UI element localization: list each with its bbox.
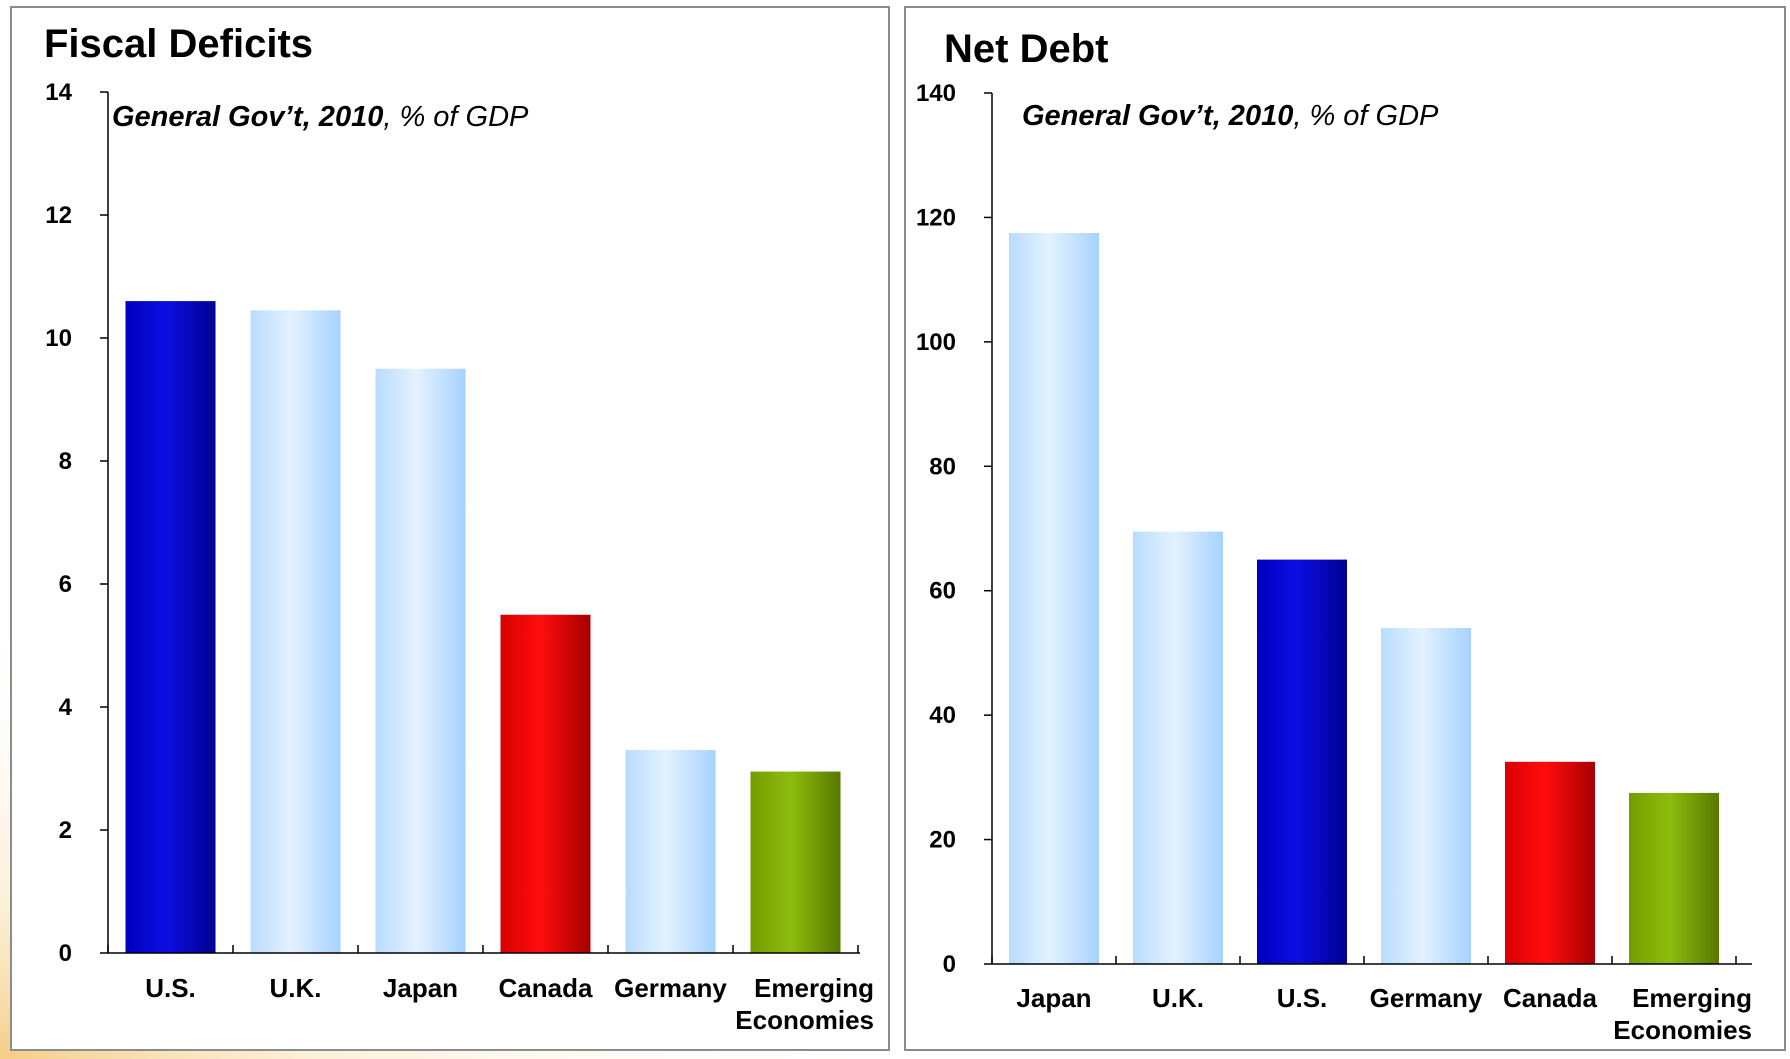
x-category-label: Germany bbox=[614, 973, 727, 1003]
y-tick-label: 80 bbox=[929, 453, 956, 480]
y-tick-label: 8 bbox=[59, 448, 72, 475]
x-category-label: Canada bbox=[1503, 983, 1597, 1013]
bar-japan bbox=[375, 368, 466, 953]
chart-subtitle: General Gov’t, 2010, % of GDP bbox=[1022, 100, 1438, 133]
bar-emerging-economies bbox=[1629, 792, 1719, 964]
bar-u-s bbox=[125, 301, 216, 954]
chart-title: Fiscal Deficits bbox=[44, 22, 314, 66]
bar-emerging-economies bbox=[750, 771, 841, 953]
x-category-label: Germany bbox=[1370, 983, 1483, 1013]
chart-title: Net Debt bbox=[944, 27, 1109, 71]
y-tick-label: 120 bbox=[916, 204, 956, 231]
bar-canada bbox=[500, 614, 591, 953]
y-tick-label: 12 bbox=[45, 202, 72, 229]
chart-subtitle: General Gov’t, 2010, % of GDP bbox=[112, 101, 528, 134]
net-debt-panel: 0 20 40 60 80 100 120 140 Japan U.K. U.S. Germany Ca… bbox=[904, 6, 1786, 1051]
chart-subtitle-bold: General Gov’t, 2010 bbox=[1022, 100, 1294, 132]
chart-subtitle-rest: , % of GDP bbox=[1293, 100, 1439, 132]
bar-u-k bbox=[1133, 531, 1223, 964]
x-category-label: Japan bbox=[1016, 983, 1091, 1013]
x-category-label: U.S. bbox=[1277, 983, 1328, 1013]
chart-subtitle-rest: , % of GDP bbox=[383, 101, 529, 133]
y-tick-label: 2 bbox=[59, 817, 72, 844]
x-category-label: U.K. bbox=[1152, 983, 1204, 1013]
y-tick-label: 0 bbox=[59, 940, 72, 967]
bar-japan bbox=[1009, 232, 1099, 964]
y-tick-label: 10 bbox=[45, 325, 72, 352]
y-tick-label: 14 bbox=[45, 79, 72, 106]
y-tick-label: 60 bbox=[929, 578, 956, 605]
y-tick-label: 20 bbox=[929, 827, 956, 854]
y-tick-label: 100 bbox=[916, 329, 956, 356]
x-category-label: U.K. bbox=[270, 973, 322, 1003]
chart-subtitle-bold: General Gov’t, 2010 bbox=[112, 101, 384, 133]
fiscal-deficits-panel: 0 2 4 6 8 10 12 14 U.S. U.K. Japan Canada Germany Eme… bbox=[10, 6, 890, 1051]
x-category-label: Emerging Economies bbox=[1613, 983, 1752, 1045]
y-tick-label: 4 bbox=[59, 694, 73, 721]
y-tick-label: 0 bbox=[943, 951, 956, 978]
x-category-label: U.S. bbox=[145, 973, 196, 1003]
y-tick-label: 6 bbox=[59, 571, 72, 598]
bar-germany bbox=[625, 750, 716, 953]
x-category-label: Canada bbox=[499, 973, 593, 1003]
y-tick-label: 40 bbox=[929, 702, 956, 729]
y-tick-label: 140 bbox=[916, 80, 956, 107]
bar-u-k bbox=[250, 310, 341, 953]
bar-canada bbox=[1505, 761, 1595, 964]
x-category-label: Japan bbox=[383, 973, 458, 1003]
fiscal-deficits-chart: 0 2 4 6 8 10 12 14 U.S. U.K. Japan Canada Germany Eme… bbox=[45, 79, 874, 1035]
x-category-label: Emerging Economies bbox=[735, 973, 874, 1035]
net-debt-chart: 0 20 40 60 80 100 120 140 Japan U.K. U.S. Germany Ca… bbox=[916, 80, 1752, 1045]
bar-u-s bbox=[1257, 559, 1347, 964]
bar-germany bbox=[1381, 628, 1471, 964]
